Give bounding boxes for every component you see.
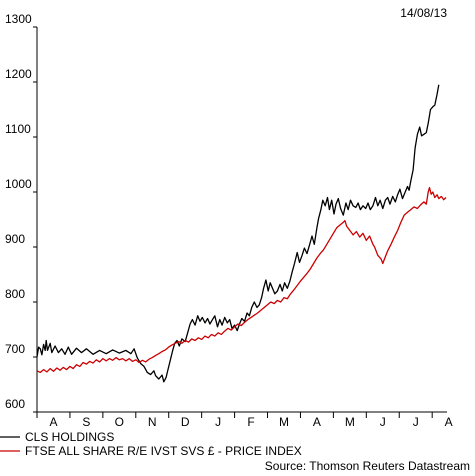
source-note: Source: Thomson Reuters Datastream (265, 459, 470, 473)
y-tick-label: 1200 (5, 67, 32, 81)
x-tick-label: S (82, 415, 90, 429)
y-tick-label: 1000 (5, 177, 32, 191)
legend-label-1: CLS HOLDINGS (25, 430, 114, 444)
series-line-2 (36, 186, 447, 374)
y-tick-label: 800 (5, 287, 25, 301)
x-tick-label: M (345, 415, 355, 429)
y-tick-label: 600 (5, 397, 25, 411)
x-tick-label: J (413, 415, 419, 429)
x-tick-label: A (313, 415, 321, 429)
y-tick-label: 700 (5, 342, 25, 356)
chart-date: 14/08/13 (400, 6, 447, 20)
series-line-1 (36, 84, 440, 383)
x-tick-label: A (49, 415, 57, 429)
x-tick-label: F (247, 415, 254, 429)
series-layer (36, 84, 447, 383)
x-tick-label: D (181, 415, 190, 429)
y-tick-label: 1300 (5, 12, 32, 26)
x-tick-label: O (115, 415, 124, 429)
y-tick-label: 1100 (5, 122, 31, 136)
y-axis: 600 700 800 900 1000 1100 1200 1300 (5, 12, 38, 413)
x-tick-label: J (380, 415, 386, 429)
x-tick-label: M (279, 415, 289, 429)
y-tick-label: 900 (5, 232, 25, 246)
x-tick-label: J (215, 415, 221, 429)
legend-label-2: FTSE ALL SHARE R/E IVST SVS £ - PRICE IN… (25, 444, 302, 458)
x-tick-label: A (445, 415, 453, 429)
x-tick-label: N (148, 415, 157, 429)
